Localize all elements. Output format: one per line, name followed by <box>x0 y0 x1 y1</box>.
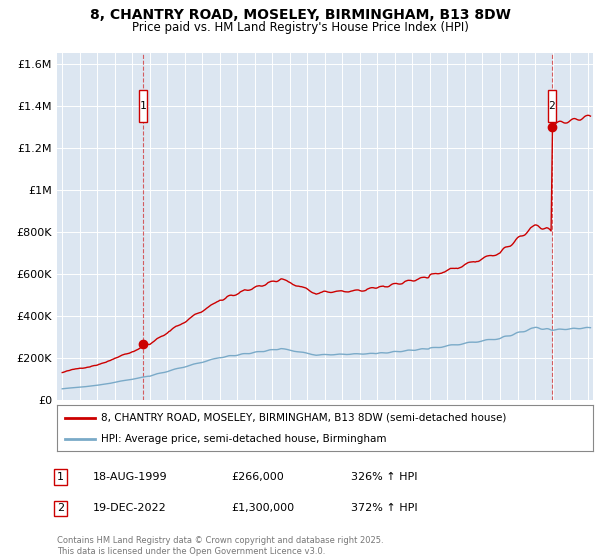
Text: 2: 2 <box>57 503 64 514</box>
Text: 19-DEC-2022: 19-DEC-2022 <box>93 503 167 514</box>
Text: 8, CHANTRY ROAD, MOSELEY, BIRMINGHAM, B13 8DW: 8, CHANTRY ROAD, MOSELEY, BIRMINGHAM, B1… <box>89 8 511 22</box>
Bar <box>139 90 147 122</box>
Text: 326% ↑ HPI: 326% ↑ HPI <box>351 472 418 482</box>
Text: 2: 2 <box>548 101 555 111</box>
Bar <box>548 90 556 122</box>
Text: 1: 1 <box>57 472 64 482</box>
Text: £266,000: £266,000 <box>231 472 284 482</box>
Text: £1,300,000: £1,300,000 <box>231 503 294 514</box>
Text: Contains HM Land Registry data © Crown copyright and database right 2025.
This d: Contains HM Land Registry data © Crown c… <box>57 536 383 556</box>
Text: 18-AUG-1999: 18-AUG-1999 <box>93 472 167 482</box>
Text: 1: 1 <box>140 101 146 111</box>
Text: HPI: Average price, semi-detached house, Birmingham: HPI: Average price, semi-detached house,… <box>101 435 386 444</box>
Text: 372% ↑ HPI: 372% ↑ HPI <box>351 503 418 514</box>
Text: Price paid vs. HM Land Registry's House Price Index (HPI): Price paid vs. HM Land Registry's House … <box>131 21 469 34</box>
Text: 8, CHANTRY ROAD, MOSELEY, BIRMINGHAM, B13 8DW (semi-detached house): 8, CHANTRY ROAD, MOSELEY, BIRMINGHAM, B1… <box>101 413 506 423</box>
